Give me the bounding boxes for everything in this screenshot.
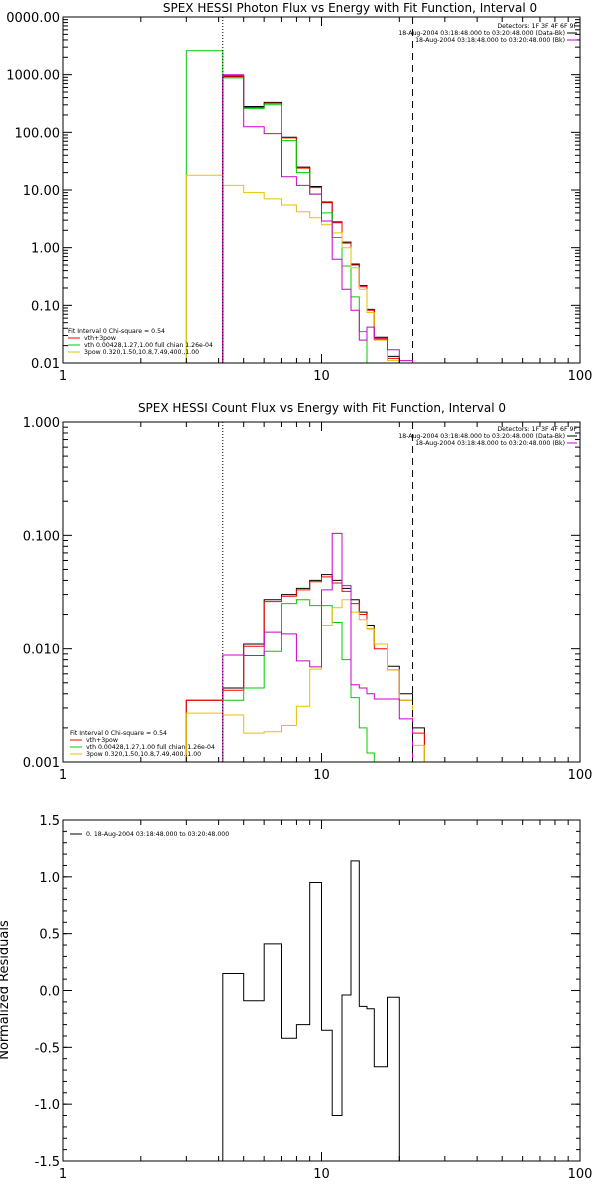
photon-flux-title: SPEX HESSI Photon Flux vs Energy with Fi…	[163, 1, 537, 15]
residuals-y-tick-label: -1.0	[35, 1098, 60, 1113]
photon-flux-bk-interval: 18-Aug-2004 03:18:48.000 to 03:20:48.000…	[415, 37, 565, 44]
count-flux-detectors-text: Detectors: 1F 3F 4F 6F 9F	[497, 426, 577, 433]
count-flux-legend-label-1: vth+3pow	[86, 737, 118, 744]
photon-flux-series-3pow	[185, 174, 400, 363]
count-flux-series	[185, 532, 425, 763]
count-flux-databk-interval: 18-Aug-2004 03:18:48.000 to 03:20:48.000…	[398, 433, 565, 440]
count-flux-bk-interval: 18-Aug-2004 03:18:48.000 to 03:20:48.000…	[415, 440, 565, 447]
photon-flux-fit-chisq: Fit Interval 0 Chi-square = 0.54	[68, 328, 165, 335]
count-flux-y-tick-label: 0.100	[23, 529, 60, 544]
count-flux-series-curve-0	[185, 574, 425, 762]
residuals-y-tick-label: 1.5	[39, 814, 60, 829]
count-flux-panel: SPEX HESSI Count Flux vs Energy with Fit…	[23, 401, 593, 783]
photon-flux-y-tick-label: 10.00	[23, 184, 60, 199]
count-flux-y-tick-label: 0.001	[23, 756, 60, 771]
photon-flux-y-tick-label: 0.10	[31, 299, 60, 314]
count-flux-x-tick-label: 10	[313, 768, 330, 783]
photon-flux-y-tick-label: 0.01	[31, 357, 60, 372]
photon-flux-x-tick-label: 1	[59, 369, 67, 384]
photon-flux-x-tick-label: 100	[568, 369, 593, 384]
count-flux-legend-label-2: vth 0.00428,1.27,1.00 full chian 1.26e-0…	[86, 744, 215, 751]
residuals-y-tick-label: 0.0	[39, 985, 60, 1000]
photon-flux-series	[185, 50, 413, 364]
photon-flux-panel: SPEX HESSI Photon Flux vs Energy with Fi…	[6, 1, 592, 384]
count-flux-legend-label-3: 3pow 0.320,1.50,10.8,7.49,400.,1.00	[86, 751, 201, 758]
residuals-axis-ticks: 1 10 100 -1.5 -1.0 -0.5 0.0 0.5 1.0 1.5	[35, 814, 593, 1182]
photon-flux-series-curve-4	[222, 74, 413, 363]
count-flux-y-tick-label: 0.010	[23, 643, 60, 658]
residuals-y-tick-label: 1.0	[39, 871, 60, 886]
photon-flux-y-tick-label: 100.00	[15, 126, 61, 141]
photon-flux-x-tick-label: 10	[313, 369, 330, 384]
count-flux-fit-range-lines	[222, 422, 414, 762]
photon-flux-legend-label-1: vth+3pow	[84, 335, 116, 342]
residuals-panel: 1 10 100 -1.5 -1.0 -0.5 0.0 0.5 1.0 1.5 Normalize…	[0, 814, 592, 1182]
residuals-x-tick-label: 10	[313, 1167, 330, 1182]
residuals-y-tick-label: 0.5	[39, 928, 60, 943]
photon-flux-axis-ticks: 1 10 100 0.01 0.10 1.00 10.00 100.00 1000.00 0000…	[6, 11, 592, 384]
photon-flux-y-tick-label: 1000.00	[6, 69, 60, 84]
residuals-x-tick-label: 1	[59, 1167, 67, 1182]
photon-flux-series-vth-3pow	[222, 76, 400, 363]
photon-flux-series-vth	[185, 50, 388, 364]
photon-flux-legend-label-2: vth 0.00428,1.27,1.00 full chian 1.26e-0…	[84, 342, 213, 349]
photon-flux-databk-interval: 18-Aug-2004 03:18:48.000 to 03:20:48.000…	[398, 30, 565, 37]
residuals-y-tick-label: -1.5	[35, 1155, 60, 1170]
count-flux-series-vth	[222, 599, 388, 763]
photon-flux-detectors-text: Detectors: 1F 3F 4F 6F 9F	[497, 23, 577, 30]
count-flux-axis-ticks: 1 10 100 0.001 0.010 0.100 1.000	[23, 416, 593, 783]
count-flux-y-tick-label: 1.000	[23, 416, 60, 431]
residuals-legend-label: 0. 18-Aug-2004 03:18:48.000 to 03:20:48.…	[86, 831, 229, 838]
count-flux-title: SPEX HESSI Count Flux vs Energy with Fit…	[138, 401, 506, 415]
residuals-series	[222, 860, 400, 1161]
count-flux-x-tick-label: 100	[568, 768, 593, 783]
photon-flux-legend-label-3: 3pow 0.320,1.50,10.8,7.49,400.,1.00	[84, 349, 199, 356]
count-flux-series-curve-4	[222, 532, 413, 762]
count-flux-x-tick-label: 1	[59, 768, 67, 783]
count-flux-fit-chisq: Fit Interval 0 Chi-square = 0.54	[70, 730, 167, 737]
photon-flux-y-tick-label: 1.00	[31, 242, 60, 257]
photon-flux-y-tick-label: 0000.00	[6, 11, 60, 26]
count-flux-series-3pow	[185, 599, 425, 762]
residuals-y-axis-label: Normalized Residuals	[0, 920, 12, 1060]
photon-flux-series-curve-0	[222, 75, 400, 363]
residuals-y-tick-label: -0.5	[35, 1041, 60, 1056]
residuals-x-tick-label: 100	[568, 1167, 593, 1182]
photon-flux-fit-range-lines	[222, 17, 414, 363]
residuals-series-0-18-aug-2004-03-18-48-000-to-03-20-48-000	[222, 860, 400, 1161]
